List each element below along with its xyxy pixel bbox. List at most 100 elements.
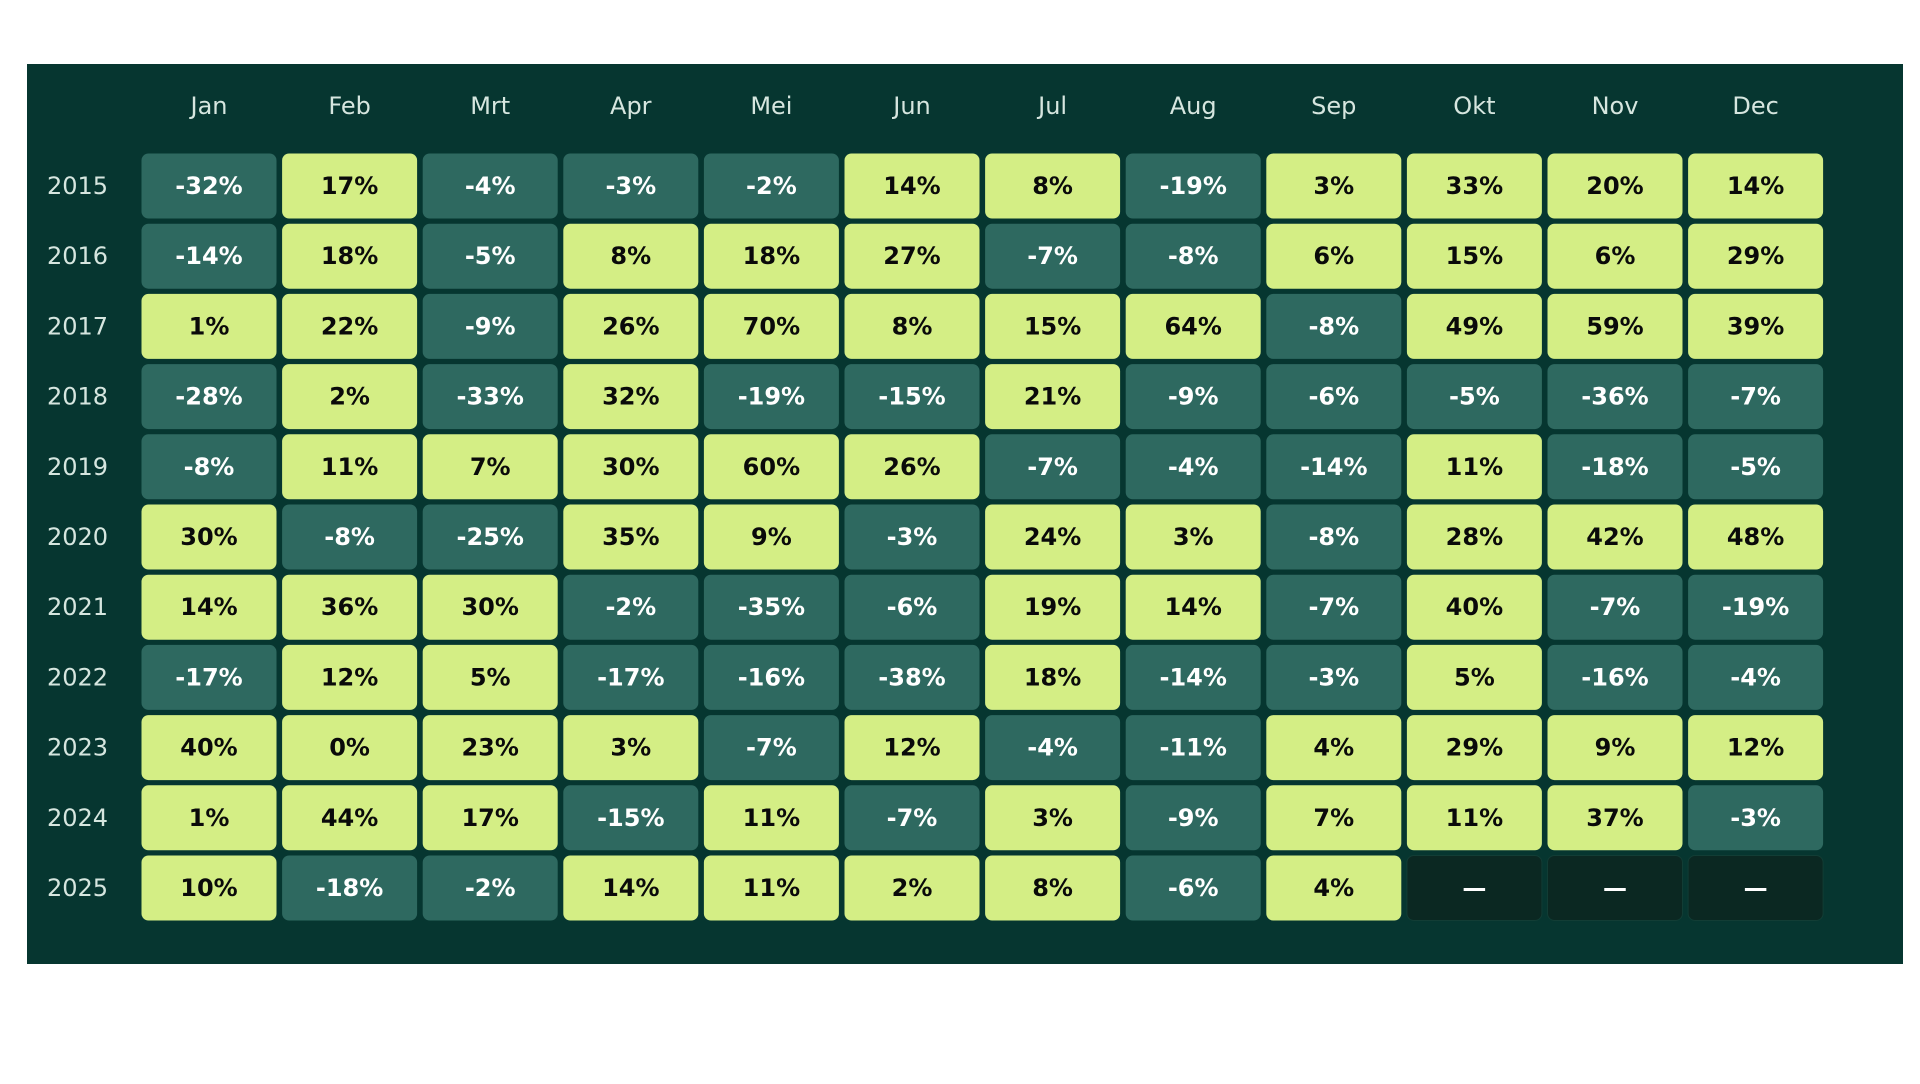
cell-value: 12% (1727, 734, 1784, 762)
cell-value: -14% (1159, 663, 1226, 691)
cell (1125, 223, 1261, 289)
cell-value: 22% (321, 312, 378, 340)
cell (1406, 504, 1542, 570)
cell-value: -19% (1722, 593, 1789, 621)
cell (1688, 153, 1824, 219)
cell (563, 715, 699, 781)
cell-value: — (1603, 874, 1627, 902)
cell-value: -2% (746, 172, 797, 200)
cell-value: -7% (1730, 383, 1781, 411)
cell-value: -4% (465, 172, 516, 200)
cell (1266, 504, 1402, 570)
row-label: 2015 (47, 172, 108, 200)
cell-value: -16% (1581, 663, 1648, 691)
cell (282, 644, 418, 710)
cell (563, 574, 699, 640)
cell-value: 3% (1313, 172, 1354, 200)
cell-value: 8% (892, 312, 933, 340)
cell-value: 14% (1727, 172, 1784, 200)
column-header: Mei (750, 92, 792, 120)
cell (422, 715, 558, 781)
cell (1266, 715, 1402, 781)
cell-value: -9% (1168, 383, 1219, 411)
cell (844, 434, 980, 500)
cell-value: -8% (324, 523, 375, 551)
cell (1688, 785, 1824, 851)
cell (1266, 574, 1402, 640)
cell-value: 37% (1586, 804, 1643, 832)
cell (1406, 574, 1542, 640)
cell (1266, 223, 1402, 289)
cell (1547, 855, 1683, 921)
cell-value: 8% (1032, 172, 1073, 200)
cell (141, 644, 277, 710)
cell-value: 11% (743, 874, 800, 902)
cell-value: -3% (887, 523, 938, 551)
cell-value: 15% (1446, 242, 1503, 270)
cell-value: 15% (1024, 312, 1081, 340)
column-header: Mrt (470, 92, 510, 120)
cell-value: 60% (743, 453, 800, 481)
row-label: 2022 (47, 663, 108, 691)
cell-value: -6% (887, 593, 938, 621)
cell-value: -17% (175, 663, 242, 691)
cell (563, 785, 699, 851)
column-header: Apr (610, 92, 652, 120)
cell-value: -4% (1027, 734, 1078, 762)
cell (1547, 644, 1683, 710)
cell (703, 644, 839, 710)
cell-value: -15% (878, 383, 945, 411)
cell-value: 26% (883, 453, 940, 481)
cell (282, 785, 418, 851)
cell-value: 70% (743, 312, 800, 340)
cell (844, 855, 980, 921)
cell (844, 364, 980, 430)
cell (985, 293, 1121, 359)
cell-value: 4% (1313, 734, 1354, 762)
cell (844, 644, 980, 710)
cell (985, 364, 1121, 430)
cell (1547, 434, 1683, 500)
cell (1406, 715, 1542, 781)
cell (1125, 434, 1261, 500)
column-header: Jul (1036, 92, 1067, 120)
cell (563, 434, 699, 500)
cell-value: -14% (1300, 453, 1367, 481)
cell (1688, 644, 1824, 710)
cell (422, 223, 558, 289)
cell (1547, 785, 1683, 851)
cell-value: 14% (1164, 593, 1221, 621)
cell (1125, 715, 1261, 781)
cell-value: 0% (329, 734, 370, 762)
cell (703, 855, 839, 921)
row-label: 2016 (47, 242, 108, 270)
cell-value: 2% (892, 874, 933, 902)
cell-value: -16% (738, 663, 805, 691)
cell (1688, 364, 1824, 430)
cell-value: -7% (1308, 593, 1359, 621)
cell (563, 364, 699, 430)
row-label: 2020 (47, 523, 108, 551)
cell (1406, 223, 1542, 289)
cell (1547, 223, 1683, 289)
row-label: 2018 (47, 383, 108, 411)
cell-value: — (1462, 874, 1486, 902)
cell-value: 7% (1313, 804, 1354, 832)
cell (141, 855, 277, 921)
cell (1406, 855, 1543, 921)
row-label: 2019 (47, 453, 108, 481)
cell (844, 153, 980, 219)
cell-value: 7% (470, 453, 511, 481)
row-label: 2021 (47, 593, 108, 621)
cell (1406, 364, 1542, 430)
cell-value: 3% (610, 734, 651, 762)
cell-value: 3% (1173, 523, 1214, 551)
cell-value: 44% (321, 804, 378, 832)
column-header: Aug (1170, 92, 1217, 120)
cell (703, 364, 839, 430)
cell-value: 5% (1454, 663, 1495, 691)
cell-value: -36% (1581, 383, 1648, 411)
cell (563, 504, 699, 570)
cell (1125, 293, 1261, 359)
cell (703, 504, 839, 570)
